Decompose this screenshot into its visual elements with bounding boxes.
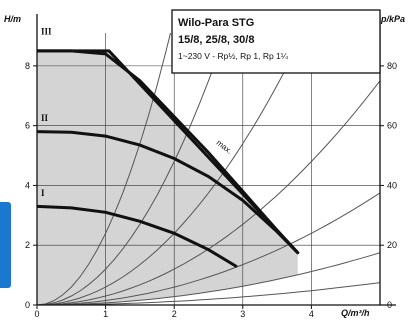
y-right-tick-label: 80 [387, 61, 397, 71]
y-tick-label: 2 [25, 240, 30, 250]
operating-range-shade [37, 50, 298, 305]
system-curve [37, 33, 172, 305]
system-curve [37, 252, 380, 305]
y-tick-label: 0 [25, 300, 30, 310]
curve-label-i: I [41, 188, 45, 198]
y-right-tick-label: 0 [387, 300, 392, 310]
left-accent-bar [0, 202, 11, 288]
y-tick-label: 8 [25, 61, 30, 71]
curve-label-ii: II [41, 113, 49, 123]
pump-curve-ii [37, 130, 300, 255]
x-tick-label: 0 [34, 309, 39, 319]
system-curve [37, 192, 380, 305]
y-axis-title: H/m [4, 14, 21, 24]
max-curve-label: max. [215, 138, 234, 156]
y-right-tick-label: 60 [387, 121, 397, 131]
y-tick-label: 4 [25, 180, 30, 190]
y-right-tick-label: 20 [387, 240, 397, 250]
title-box-frame [171, 9, 381, 74]
pump-curve-i [37, 204, 238, 268]
title-line-2: 15/8, 25/8, 30/8 [178, 34, 254, 46]
y-tick-label: 6 [25, 121, 30, 131]
x-tick-label: 2 [172, 309, 177, 319]
title-box: Wilo-Para STG 15/8, 25/8, 30/8 1~230 V -… [171, 9, 381, 74]
pump-curve-iii [37, 49, 300, 255]
y-right-tick-label: 40 [387, 180, 397, 190]
title-line-1: Wilo-Para STG [178, 17, 254, 29]
y-axis-right-title: p/kPa [380, 14, 405, 24]
curve-label-iii: III [41, 26, 52, 36]
system-curve [37, 33, 305, 305]
x-tick-label: 3 [240, 309, 245, 319]
title-line-3: 1~230 V - Rp½, Rp 1, Rp 1¼ [178, 51, 289, 61]
x-tick-label: 1 [103, 309, 108, 319]
x-axis-title: Q/m³/h [341, 308, 370, 318]
x-tick-label: 4 [309, 309, 314, 319]
system-curve [37, 33, 227, 305]
